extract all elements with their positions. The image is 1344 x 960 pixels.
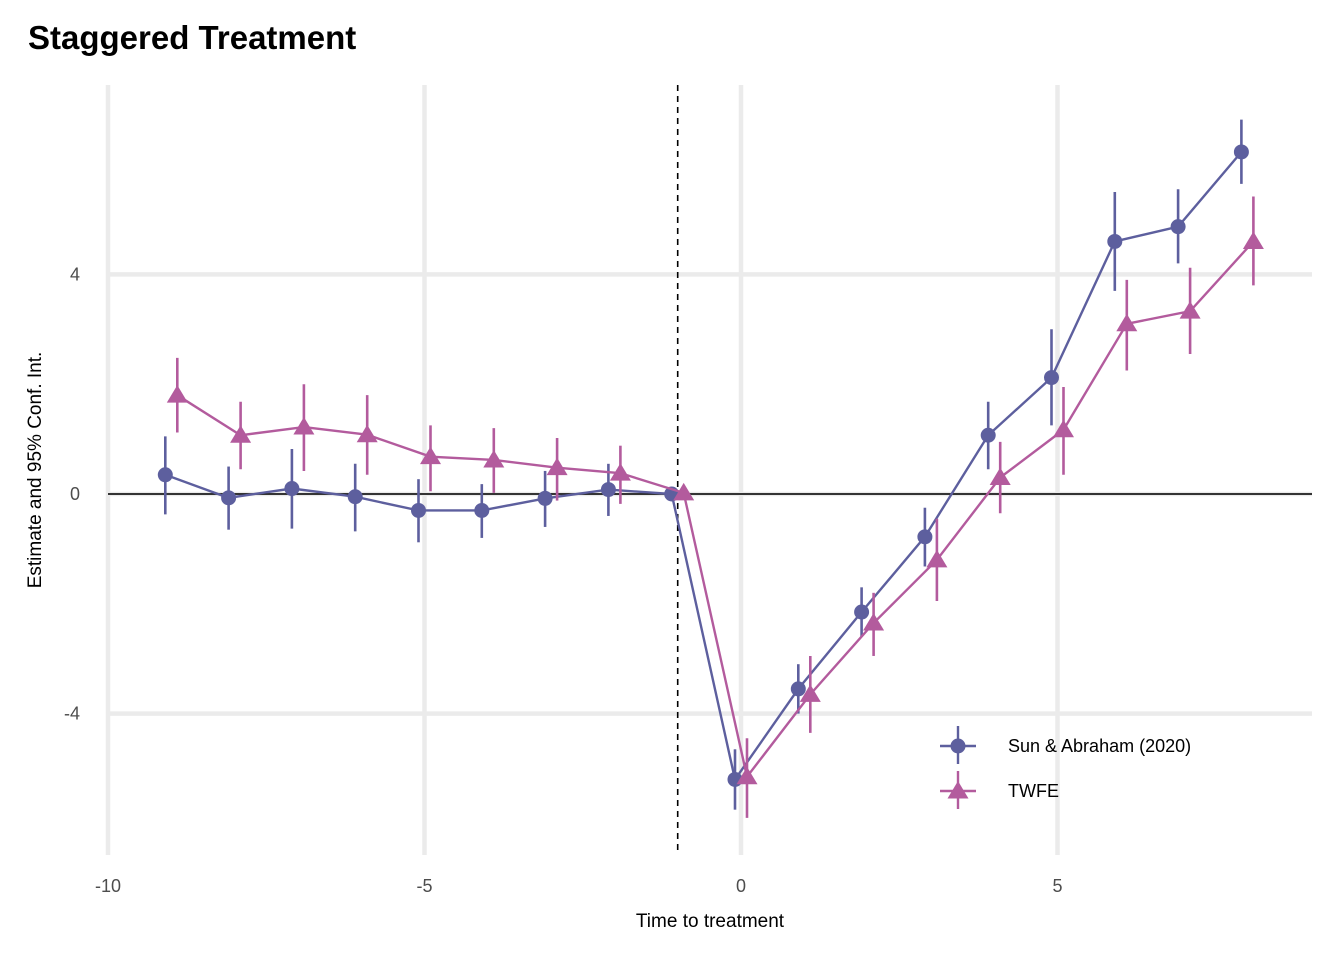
data-point — [221, 490, 237, 506]
data-point — [917, 529, 933, 545]
legend-marker — [947, 781, 969, 799]
data-point — [854, 604, 870, 620]
data-point — [863, 613, 885, 631]
x-tick-label: 0 — [736, 876, 746, 896]
data-point — [230, 425, 252, 443]
legend-label: TWFE — [1008, 781, 1059, 801]
data-point — [157, 467, 173, 483]
data-point — [411, 502, 426, 518]
data-point — [537, 490, 553, 506]
series-twfe — [166, 196, 1264, 818]
y-axis-title: Estimate and 95% Conf. Int. — [25, 352, 46, 589]
legend-label: Sun & Abraham (2020) — [1008, 736, 1191, 756]
y-tick-label: 4 — [70, 264, 80, 284]
data-point — [1170, 219, 1186, 235]
data-point — [483, 449, 505, 468]
axes: -10 -5 0 5 -4 0 4 — [64, 264, 1063, 896]
legend-item: TWFE — [940, 771, 1059, 809]
reference-lines — [108, 85, 1312, 855]
data-point — [1107, 233, 1123, 249]
x-tick-label: -5 — [416, 876, 432, 896]
series-sun-abraham — [157, 119, 1249, 810]
data-point — [926, 549, 948, 568]
data-point — [600, 482, 616, 498]
data-point — [1233, 144, 1249, 160]
legend-marker — [950, 738, 966, 754]
x-axis-title: Time to treatment — [636, 911, 785, 932]
legend-item: Sun & Abraham (2020) — [940, 726, 1191, 764]
data-point — [1053, 419, 1074, 438]
data-point — [790, 681, 806, 697]
data-point — [347, 489, 363, 505]
series-line — [176, 240, 1255, 780]
series-line — [164, 151, 1243, 783]
data-point — [546, 457, 568, 476]
data-point — [1179, 301, 1201, 319]
data-point — [980, 427, 996, 443]
data-point — [799, 684, 821, 702]
data-point — [1242, 231, 1264, 249]
chart-title: Staggered Treatment — [28, 19, 356, 56]
data-point — [293, 417, 315, 435]
data-point — [1044, 370, 1059, 386]
data-point — [609, 463, 631, 481]
y-tick-label: 0 — [70, 484, 80, 504]
data-point — [474, 502, 490, 518]
y-tick-label: -4 — [64, 704, 80, 724]
data-point — [989, 467, 1011, 486]
series-layer — [157, 119, 1264, 818]
x-tick-label: 5 — [1052, 876, 1062, 896]
data-point — [356, 424, 378, 443]
legend: Sun & Abraham (2020) TWFE — [940, 726, 1191, 809]
data-point — [420, 446, 441, 465]
data-point — [284, 481, 300, 497]
data-point — [1116, 313, 1138, 332]
data-point — [736, 766, 758, 785]
data-point — [166, 385, 188, 403]
x-tick-label: -10 — [95, 876, 121, 896]
data-point — [673, 482, 695, 501]
